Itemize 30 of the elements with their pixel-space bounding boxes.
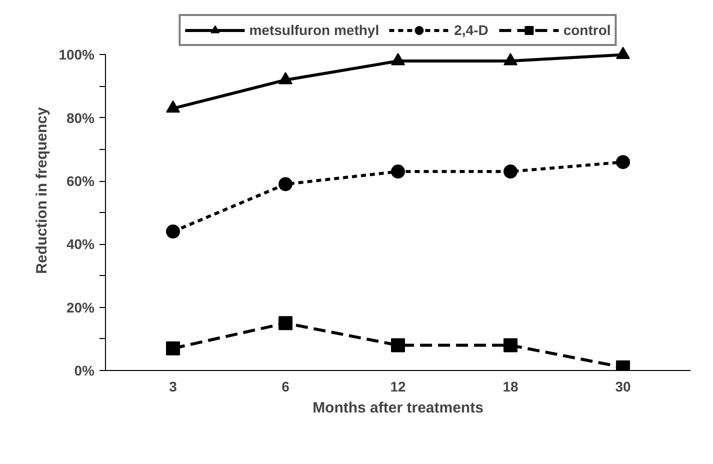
point (278, 177, 292, 192)
point (616, 46, 630, 59)
point (504, 53, 518, 66)
y-axis-title: Reduction in frequency (34, 106, 51, 274)
x-tick-label: 6 (282, 378, 290, 394)
x-axis-title: Months after treatments (312, 400, 484, 416)
y-tick-label: 0% (74, 362, 96, 378)
point (391, 338, 405, 352)
point (504, 164, 518, 179)
legend-label: 2,4-D (454, 22, 488, 38)
y-tick-label: 100% (58, 46, 96, 63)
legend-label: control (563, 22, 611, 38)
x-tick-label: 3 (169, 378, 178, 394)
y-tick-label: 20% (66, 299, 96, 316)
x-tick-label: 30 (615, 378, 631, 394)
legend-label: metsulfuron methyl (249, 22, 380, 38)
point (278, 316, 292, 330)
point (504, 338, 518, 352)
x-tick-label: 12 (390, 378, 406, 394)
point (166, 341, 180, 356)
point (616, 155, 630, 170)
point (166, 100, 180, 113)
y-tick-label: 80% (66, 110, 96, 126)
point (278, 72, 292, 84)
point (391, 164, 405, 179)
x-tick-label: 18 (502, 378, 518, 394)
point (166, 224, 180, 239)
y-tick-label: 60% (66, 173, 96, 190)
y-tick-label: 40% (66, 236, 96, 252)
point (391, 53, 405, 66)
